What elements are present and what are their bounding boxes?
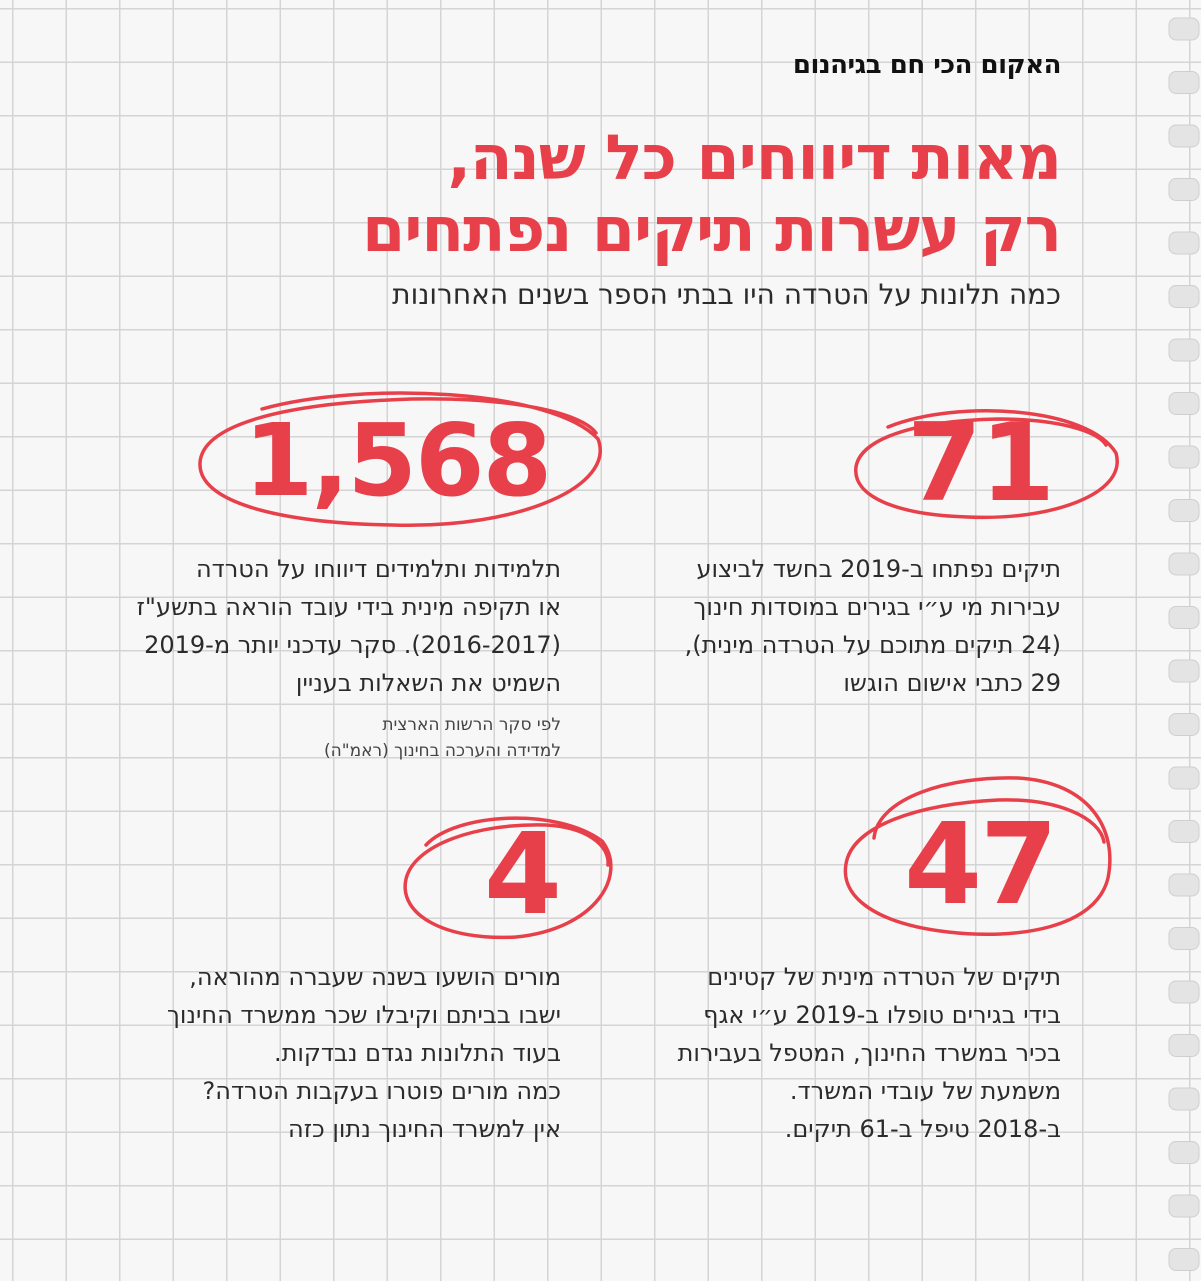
binding-hole xyxy=(1168,606,1200,629)
binding-hole xyxy=(1168,552,1200,576)
binding-hole xyxy=(1168,1034,1200,1057)
subheadline: כמה תלונות על הטרדה היו בבתי הספר בשנים … xyxy=(392,278,1061,311)
notebook-binding xyxy=(1168,17,1200,1271)
binding-hole xyxy=(1168,713,1200,736)
stat-4-line: מורים הושעו בשנה שעברה מהוראה, xyxy=(189,963,561,991)
stat-1568-line: תלמידות ותלמידים דיווחו על הטרדה xyxy=(195,555,561,583)
stat-4-line: אין למשרד החינוך נתון כזה xyxy=(288,1115,561,1143)
headline: מאות דיווחים כל שנה, רק עשרות תיקים נפתח… xyxy=(101,121,1062,266)
binding-hole xyxy=(1168,499,1200,522)
stat-47-line: בידי בגירים טופלו ב-2019 ע״י אגף xyxy=(703,1001,1061,1029)
binding-hole xyxy=(1168,285,1200,308)
stat-1568-source: לפי סקר הרשות הארצית למדידה והערכה בחינו… xyxy=(161,712,561,764)
stat-71-number: 71 xyxy=(906,401,1055,526)
headline-line-2: רק עשרות תיקים נפתחים xyxy=(362,193,1062,266)
stat-71-description: תיקים נפתחו ב-2019 בחשד לביצוע עבירות מי… xyxy=(561,550,1061,702)
stat-1568-number: 1,568 xyxy=(243,402,552,519)
stat-47-number: 47 xyxy=(904,800,1058,930)
stat-4-line: כמה מורים פוטרו בעקבות הטרדה? xyxy=(202,1077,561,1105)
stat-4-line: בעוד התלונות נגדם נבדקות. xyxy=(273,1039,561,1067)
stat-71-line: עבירות מי ע״י בגירים במוסדות חינוך xyxy=(693,593,1061,621)
binding-hole xyxy=(1168,231,1200,255)
source-line: למדידה והערכה בחינוך (ראמ"ה) xyxy=(324,741,561,761)
hand-drawn-circle-1568 xyxy=(198,391,602,527)
binding-hole xyxy=(1168,1087,1200,1111)
binding-hole xyxy=(1168,766,1200,790)
hand-drawn-circle-47 xyxy=(843,776,1112,937)
headline-line-1: מאות דיווחים כל שנה, xyxy=(447,121,1062,194)
stat-47-line: בכיר במשרד החינוך, המטפל בעבירות xyxy=(677,1039,1061,1067)
stat-1568-line: (2016-2017). סקר עדכני יותר מ-2019 xyxy=(144,631,561,659)
binding-hole xyxy=(1168,927,1200,950)
binding-hole xyxy=(1168,1248,1200,1271)
binding-hole xyxy=(1168,1194,1200,1218)
source-line: לפי סקר הרשות הארצית xyxy=(382,715,561,735)
stat-71-line: (24 תיקים מתוכם על הטרדה מינית), xyxy=(684,631,1061,659)
stat-47-line: ב-2018 טיפל ב-61 תיקים. xyxy=(784,1115,1061,1143)
hand-drawn-circle-4 xyxy=(403,816,613,940)
stat-71-line: 29 כתבי אישום הוגשו xyxy=(843,669,1061,697)
binding-hole xyxy=(1168,659,1200,683)
stat-1568-description: תלמידות ותלמידים דיווחו על הטרדה או תקיפ… xyxy=(21,550,561,702)
binding-hole xyxy=(1168,445,1200,469)
stat-1568-line: השמיט את השאלות בעניין xyxy=(295,669,561,697)
binding-hole xyxy=(1168,1141,1200,1164)
stat-4-description: מורים הושעו בשנה שעברה מהוראה, ישבו בבית… xyxy=(41,958,561,1148)
stat-47-line: משמעת של עובדי המשרד. xyxy=(789,1077,1061,1105)
binding-hole xyxy=(1168,178,1200,201)
stat-1568-line: או תקיפה מינית בידי עובד הוראה בתשע"ז xyxy=(136,593,561,621)
stat-47-description: תיקים של הטרדה מינית של קטינים בידי בגיר… xyxy=(541,958,1061,1148)
stat-47-line: תיקים של הטרדה מינית של קטינים xyxy=(707,963,1061,991)
binding-hole xyxy=(1168,124,1200,148)
binding-hole xyxy=(1168,338,1200,362)
binding-hole xyxy=(1168,980,1200,1004)
binding-hole xyxy=(1168,392,1200,415)
binding-hole xyxy=(1168,873,1200,897)
stat-4-number: 4 xyxy=(484,810,562,940)
stat-4-line: ישבו בביתם וקיבלו שכר ממשרד החינוך xyxy=(167,1001,561,1029)
kicker-label: האקום הכי חם בגיהנום xyxy=(792,50,1062,80)
binding-hole xyxy=(1168,71,1200,94)
hand-drawn-circle-71 xyxy=(854,409,1119,520)
stat-71-line: תיקים נפתחו ב-2019 בחשד לביצוע xyxy=(696,555,1061,583)
binding-hole xyxy=(1168,820,1200,843)
binding-hole xyxy=(1168,17,1200,41)
